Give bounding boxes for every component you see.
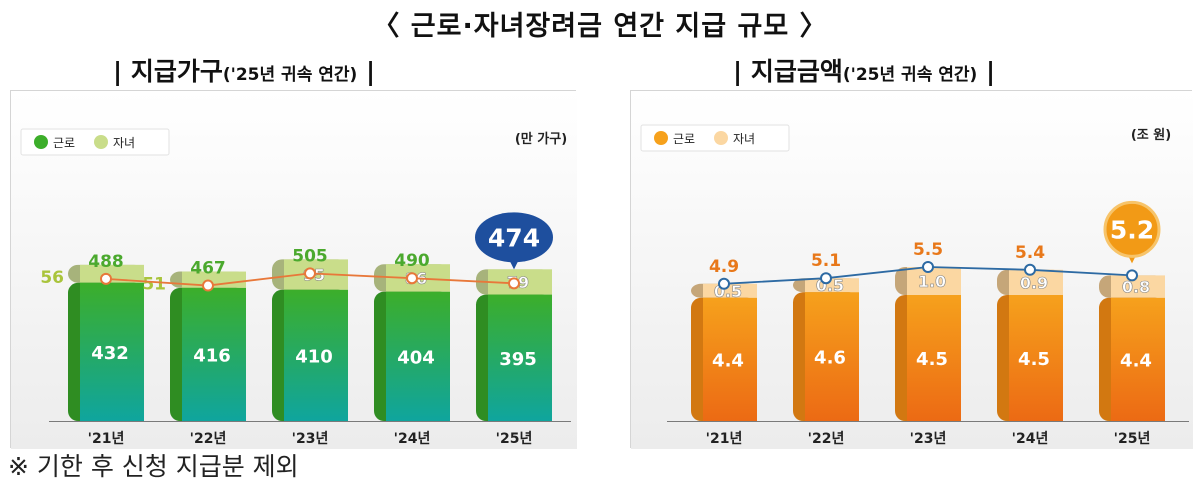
bar-bottom-value: 395 [499, 349, 537, 370]
total-value-label: 505 [292, 246, 328, 266]
bar-group: 40486 [374, 264, 450, 421]
bar-bottom-segment [182, 287, 246, 421]
bar-bottom-value: 4.4 [1120, 350, 1152, 371]
bar-group: 4.4 0.8 [1099, 275, 1165, 421]
amount-chart: 근로 자녀 (조 원) 4.40.5 '21년 4.60.5 '22년 4.5 1.0 '23년 4… [631, 91, 1193, 449]
bar-bottom-segment [488, 294, 552, 421]
legend-label: 자녀 [733, 132, 755, 146]
bar-group: 4.5 0.9 [997, 269, 1063, 421]
x-tick-label: '24년 [1012, 431, 1049, 447]
bar-bottom-segment [80, 282, 144, 421]
bar-bottom-segment [1111, 297, 1165, 421]
left-chart-heading: | 지급가구('25년 귀속 연간) | [113, 57, 376, 86]
bar-bottom-value: 432 [91, 343, 129, 364]
bar-group: 416 51 [142, 271, 246, 421]
legend-label: 근로 [673, 132, 695, 146]
bar-top-value: 0.8 [1122, 278, 1150, 297]
legend-swatch [94, 135, 108, 149]
bar-bottom-value: 4.4 [712, 350, 744, 371]
bar-bottom-segment [907, 295, 961, 421]
bar-group: 4.40.5 [691, 281, 757, 421]
total-point [1024, 263, 1036, 276]
left-heading-note: ('25년 귀속 연간) [222, 65, 358, 85]
x-tick-label: '24년 [394, 431, 431, 447]
legend: 근로 자녀 [640, 124, 790, 152]
badge-shape [1103, 200, 1161, 258]
x-tick-label: '22년 [808, 431, 845, 447]
bar-top-segment [805, 278, 859, 293]
legend-label: 자녀 [113, 136, 135, 150]
right-chart-heading: | 지급금액('25년 귀속 연간) | [733, 57, 996, 86]
right-heading-main: 지급금액 [750, 57, 843, 86]
x-tick-label: '21년 [88, 431, 125, 447]
highlight-total-badge: 5.2 [1103, 200, 1161, 264]
bar-top-value: 51 [142, 275, 166, 295]
x-tick-label: '23년 [910, 431, 947, 447]
bar-bottom-segment [1009, 295, 1063, 421]
bar-top-value: 0.9 [1020, 273, 1048, 292]
bar-top-segment [907, 267, 961, 295]
bar-top-segment [703, 283, 757, 298]
footnote: ※ 기한 후 신청 지급분 제외 [8, 452, 299, 481]
legend-swatch [654, 131, 668, 145]
bar-group: 41095 [272, 259, 348, 421]
legend-swatch [34, 135, 48, 149]
badge-shape [475, 212, 553, 263]
bar-top-value: 56 [40, 268, 64, 288]
total-value-label: 5.5 [913, 240, 943, 260]
total-value-label: 488 [88, 252, 124, 272]
right-heading-note: ('25년 귀속 연간) [842, 65, 978, 85]
total-point [406, 272, 418, 285]
x-tick-label: '25년 [1114, 431, 1151, 447]
bar-bottom-value: 4.5 [916, 349, 948, 370]
total-point [922, 261, 934, 273]
total-point [718, 277, 730, 290]
bar-top-segment [1009, 269, 1063, 295]
bar-group: 39579 [476, 269, 552, 421]
legend: 근로 자녀 [20, 128, 170, 156]
legend-swatch [714, 131, 728, 145]
total-point [202, 279, 214, 292]
bar-group: 432 56 [40, 264, 144, 421]
highlight-total-badge: 474 [475, 212, 553, 270]
bar-bottom-segment [805, 292, 859, 421]
total-value-label: 4.9 [709, 257, 739, 277]
bar-top-segment [80, 264, 144, 283]
x-tick-label: '22년 [190, 431, 227, 447]
bar-top-value: 1.0 [918, 272, 946, 291]
bar-group: 4.5 1.0 [895, 267, 961, 421]
x-tick-label: '25년 [496, 431, 533, 447]
bar-top-segment [1111, 275, 1165, 298]
left-heading-main: 지급가구 [130, 57, 223, 86]
total-point [304, 267, 316, 280]
unit-label: (조 원) [1131, 128, 1171, 143]
unit-label: (만 가구) [515, 131, 567, 147]
total-point [508, 277, 520, 290]
bar-bottom-value: 416 [193, 345, 231, 366]
households-chart: 근로 자녀 (만 가구) 432 56 '21년 416 51 '22년 41095 '23년 404… [11, 91, 577, 449]
page-title: 〈 근로·자녀장려금 연간 지급 규모 〉 [372, 11, 828, 42]
x-tick-label: '23년 [292, 431, 329, 447]
bar-bottom-value: 404 [397, 347, 435, 368]
total-value-label: 490 [394, 251, 430, 271]
badge-value: 5.2 [1110, 215, 1154, 244]
total-value-label: 467 [190, 259, 226, 279]
legend-label: 근로 [53, 136, 75, 150]
total-point [820, 272, 832, 285]
total-value-label: 5.4 [1015, 243, 1045, 263]
bar-group: 4.60.5 [793, 276, 859, 421]
bar-bottom-value: 4.5 [1018, 349, 1050, 370]
bar-bottom-value: 410 [295, 346, 333, 367]
bar-bottom-segment [284, 289, 348, 421]
bar-bottom-value: 4.6 [814, 348, 846, 369]
households-chart-panel: 근로 자녀 (만 가구) 432 56 '21년 416 51 '22년 41095 '23년 404… [10, 90, 577, 449]
badge-value: 474 [488, 223, 540, 252]
total-point [1126, 269, 1138, 282]
bar-bottom-segment [386, 291, 450, 421]
total-value-label: 5.1 [811, 251, 841, 271]
total-point [100, 272, 112, 285]
amount-chart-panel: 근로 자녀 (조 원) 4.4 0.5 '21년 4.6 0.5 '22년 4.5 1.0 '23년 4… [630, 90, 1193, 449]
x-tick-label: '21년 [706, 431, 743, 447]
bar-bottom-segment [703, 297, 757, 421]
